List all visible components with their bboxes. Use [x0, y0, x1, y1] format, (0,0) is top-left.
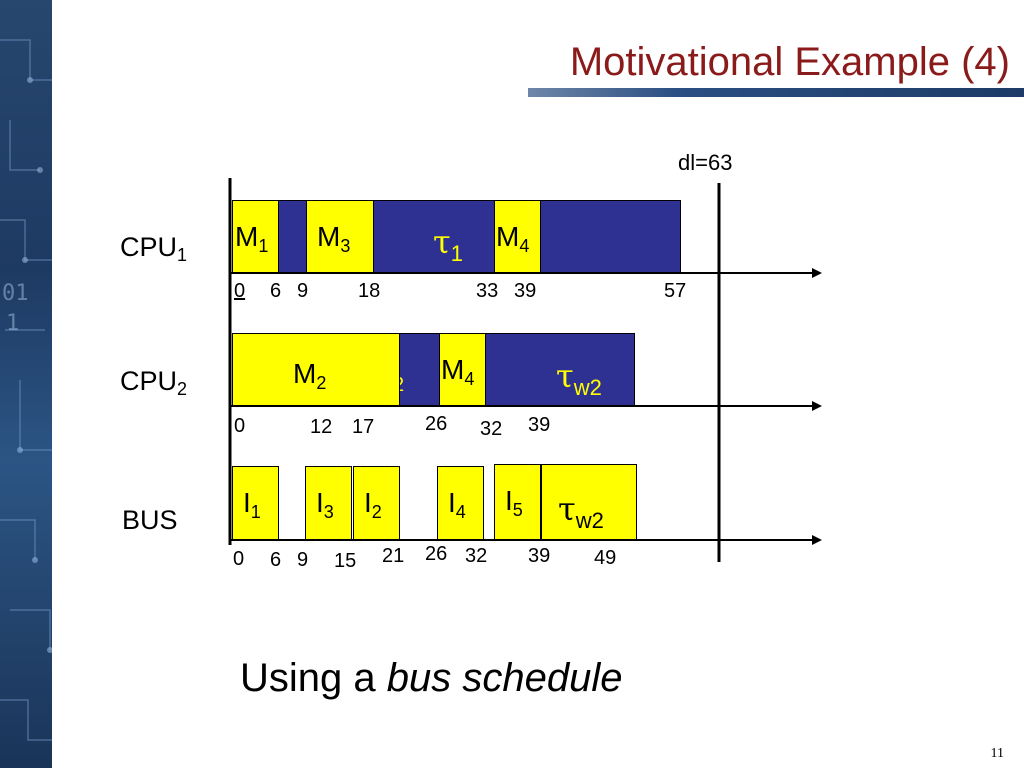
- deadline-label: dl=63: [678, 150, 733, 175]
- svg-text:01: 01: [2, 281, 29, 306]
- cpu2-tick: 12: [310, 416, 333, 438]
- cpu1-box-m4: M4: [494, 200, 541, 273]
- bus-box-i3: I3: [305, 466, 352, 540]
- cpu1-tick: 0: [234, 280, 246, 302]
- cpu1-tick: 39: [514, 280, 537, 302]
- bus-tick: 21: [382, 545, 405, 567]
- bus-tick: 0: [233, 548, 245, 570]
- cpu2-tick: 17: [352, 416, 375, 438]
- title-underline-bar: [528, 88, 1024, 97]
- caption: Using a bus schedule: [240, 656, 623, 700]
- bus-tick: 15: [334, 550, 357, 572]
- cpu2-tick: 0: [234, 415, 246, 437]
- cpu2-task-tau-w2: τw2: [556, 357, 602, 400]
- bus-tick: 32: [465, 545, 488, 567]
- bus-box-i1: I1: [232, 466, 279, 540]
- row-label-cpu1: CPU1: [120, 232, 188, 265]
- svg-text:1: 1: [6, 311, 19, 336]
- cpu1-tick: 6: [270, 280, 282, 302]
- cpu1-box-m1: M1: [232, 200, 279, 273]
- cpu2-box-m2: M2: [232, 333, 400, 406]
- bus-box-i2: I2: [353, 466, 400, 540]
- cpu1-task-tau1: τ1: [433, 223, 463, 266]
- circuit-pattern-icon: 01 1: [0, 39, 52, 741]
- slide-title: Motivational Example (4): [569, 40, 1010, 84]
- cpu1-tick: 18: [358, 280, 381, 302]
- cpu2-tick: 39: [528, 414, 551, 436]
- cpu1-tick: 33: [476, 280, 499, 302]
- cpu1-tick: 57: [664, 280, 687, 302]
- bus-box-i4: I4: [437, 466, 484, 540]
- cpu1-box-m3: M3: [306, 200, 374, 273]
- bus-tick: 9: [297, 549, 309, 571]
- decorative-sidebar: 01 1: [0, 0, 52, 768]
- bus-box-tau-w2: τw2: [541, 464, 637, 540]
- cpu2-box-m4: M4: [439, 333, 486, 406]
- bus-tick: 39: [528, 545, 551, 567]
- bus-tick: 6: [270, 549, 282, 571]
- bus-tick: 49: [594, 547, 617, 569]
- page-number: 11: [990, 746, 1004, 761]
- bus-tick: 26: [425, 543, 448, 565]
- cpu2-tick: 32: [480, 418, 503, 440]
- row-label-bus: BUS: [122, 505, 178, 535]
- row-label-cpu2: CPU2: [120, 366, 188, 399]
- bus-box-i5: I5: [494, 464, 541, 540]
- cpu2-tick: 26: [425, 413, 448, 435]
- cpu1-tick: 9: [297, 280, 309, 302]
